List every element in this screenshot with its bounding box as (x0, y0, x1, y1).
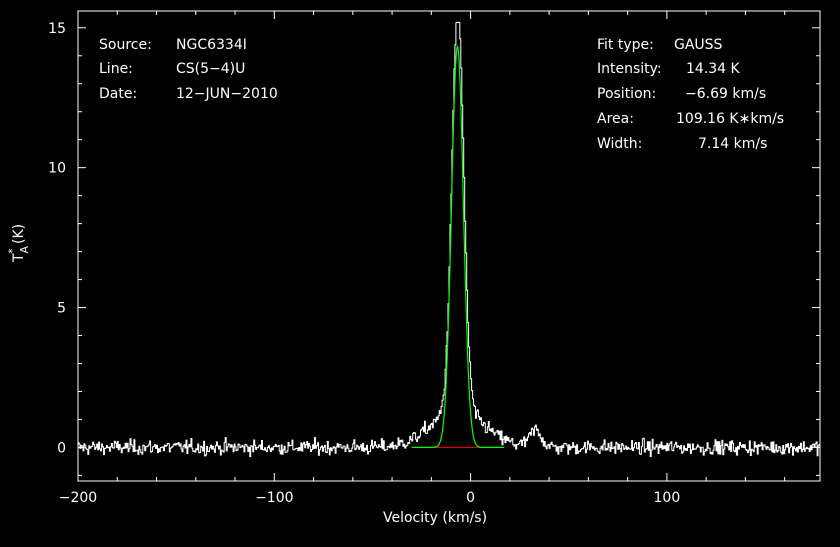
x-tick-label: −200 (59, 490, 97, 506)
intensity-value: 14.34 K (686, 61, 740, 77)
tick-marks: −200 −100 0 100 0 5 10 15 (48, 11, 820, 506)
area-label: Area: (597, 111, 634, 127)
gaussian-fit-series (411, 44, 504, 448)
intensity-label: Intensity: (597, 61, 662, 77)
fit-type-label: Fit type: (597, 37, 654, 53)
x-axis-label: Velocity (km/s) (383, 510, 488, 526)
plot-axes (77, 10, 821, 482)
date-value: 12−JUN−2010 (176, 86, 278, 102)
position-label: Position: (597, 86, 657, 102)
line-label: Line: (99, 61, 133, 77)
date-label: Date: (99, 86, 138, 102)
width-value: 7.14 km/s (698, 136, 768, 152)
x-tick-label: 0 (466, 490, 475, 506)
source-value: NGC6334I (176, 37, 247, 53)
line-value: CS(5−4)U (176, 61, 246, 77)
y-tick-label: 0 (57, 440, 66, 456)
y-tick-label: 15 (48, 21, 66, 37)
y-tick-label: 5 (57, 301, 66, 317)
area-value: 109.16 K∗km/s (676, 111, 785, 127)
position-value: −6.69 km/s (685, 86, 767, 102)
fit-type-value: GAUSS (674, 37, 723, 53)
y-axis-label: TA* (K) (6, 223, 31, 262)
plot-frame (77, 10, 821, 482)
width-label: Width: (597, 136, 643, 152)
x-tick-label: −100 (255, 490, 293, 506)
source-label: Source: (99, 37, 152, 53)
y-tick-label: 10 (48, 161, 66, 177)
gaussian-fit-line (411, 44, 504, 448)
x-tick-label: 100 (654, 490, 681, 506)
